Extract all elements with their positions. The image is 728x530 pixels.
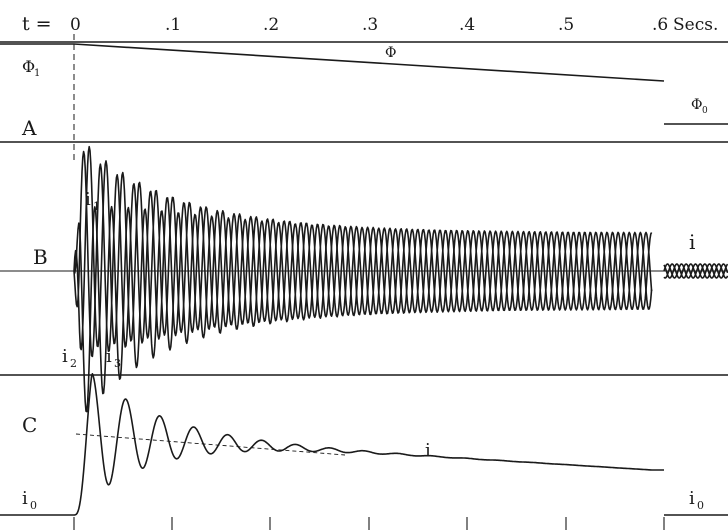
- phi0-subscript: 0: [702, 106, 708, 116]
- panel-b-letter: B: [33, 245, 48, 269]
- tick-label-1: .1: [165, 15, 181, 35]
- i2-subscript: 2: [70, 357, 77, 370]
- i1-label: i 1: [85, 189, 100, 213]
- tick-label-5: .5: [558, 15, 574, 35]
- i0-left-label: i 0: [22, 488, 37, 512]
- phi1-symbol: Φ: [22, 57, 35, 76]
- i0-left-symbol: i: [22, 488, 28, 509]
- phi0-label: Φ 0: [691, 97, 708, 116]
- mean-decay-dashed-line: [75, 433, 346, 456]
- panel-b: B i 1 i 2 i 3 i: [0, 145, 728, 413]
- phi-flux-curve: [0, 43, 665, 82]
- t-equals-label: t =: [22, 13, 52, 35]
- i3-symbol: i: [106, 346, 112, 367]
- steady-state-wave-c: [663, 263, 728, 279]
- tick-label-2: .2: [263, 15, 279, 35]
- tick-label-4: .4: [459, 15, 475, 35]
- current-i-decay-curve: [0, 373, 664, 516]
- panel-a: A Φ 1 Φ Φ 0: [0, 43, 728, 140]
- tick-label-0: 0: [70, 15, 81, 35]
- current-i3-wave: [73, 150, 653, 358]
- i2-symbol: i: [62, 346, 68, 367]
- panel-a-letter: A: [21, 116, 37, 140]
- steady-state-wave-a: [663, 263, 728, 279]
- phi-curve-label: Φ: [385, 45, 396, 61]
- panel-c-letter: C: [22, 413, 37, 437]
- i2-label: i 2: [62, 346, 77, 370]
- i3-label: i 3: [106, 346, 121, 370]
- i0-right-symbol: i: [689, 488, 695, 509]
- time-tick-labels: 0 .1 .2 .3 .4 .5 .6: [70, 15, 668, 35]
- decay-current-label: i: [425, 440, 431, 461]
- i3-subscript: 3: [114, 357, 121, 370]
- current-i1-wave: [73, 205, 653, 413]
- i0-right-subscript: 0: [697, 499, 704, 512]
- i0-left-subscript: 0: [30, 499, 37, 512]
- phi1-label: Φ 1: [22, 57, 40, 79]
- phi0-symbol: Φ: [691, 97, 702, 113]
- panel-c: C i 0 i 0 i: [0, 373, 728, 516]
- steady-current-label: i: [689, 230, 695, 254]
- i1-subscript: 1: [93, 200, 100, 213]
- tick-label-6: .6: [652, 15, 668, 35]
- i1-symbol: i: [85, 189, 91, 210]
- bottom-tick-marks: [73, 517, 665, 530]
- phi1-subscript: 1: [34, 68, 40, 79]
- tick-label-3: .3: [362, 15, 378, 35]
- i0-right-label: i 0: [689, 488, 704, 512]
- seconds-unit-label: Secs.: [673, 15, 718, 35]
